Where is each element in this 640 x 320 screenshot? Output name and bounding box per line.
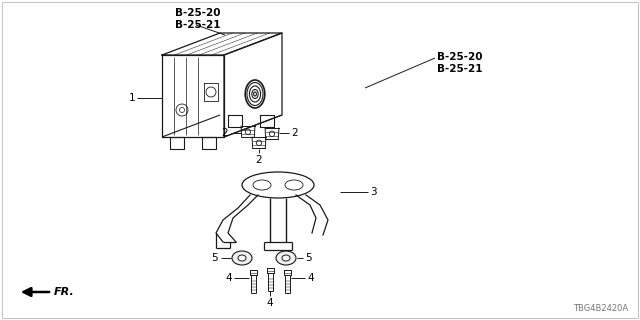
Circle shape xyxy=(256,140,262,146)
Ellipse shape xyxy=(276,251,296,265)
Ellipse shape xyxy=(282,255,290,261)
Circle shape xyxy=(269,131,275,137)
Text: B-25-20
B-25-21: B-25-20 B-25-21 xyxy=(437,52,483,75)
Text: 4: 4 xyxy=(267,298,273,308)
Text: 5: 5 xyxy=(305,253,312,263)
Text: 3: 3 xyxy=(370,187,376,197)
Text: FR.: FR. xyxy=(54,287,75,297)
Text: 1: 1 xyxy=(129,93,135,103)
Ellipse shape xyxy=(232,251,252,265)
Text: TBG4B2420A: TBG4B2420A xyxy=(573,304,628,313)
Text: 5: 5 xyxy=(211,253,218,263)
Text: 2: 2 xyxy=(291,128,298,138)
Ellipse shape xyxy=(238,255,246,261)
Text: 4: 4 xyxy=(307,273,314,283)
Text: B-25-20
B-25-21: B-25-20 B-25-21 xyxy=(175,8,221,30)
Circle shape xyxy=(245,129,251,134)
Text: 4: 4 xyxy=(225,273,232,283)
Text: 2: 2 xyxy=(221,128,228,138)
Text: 2: 2 xyxy=(256,155,262,165)
